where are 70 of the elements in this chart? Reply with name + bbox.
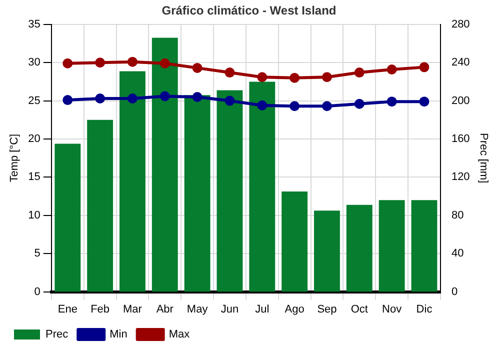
y2-tick-label: 160 <box>451 133 470 146</box>
point <box>160 58 170 68</box>
bar <box>249 82 276 292</box>
point <box>224 68 235 78</box>
x-tick-label: Oct <box>350 303 368 316</box>
y-tick-label: 25 <box>28 94 40 107</box>
point <box>224 96 235 106</box>
point <box>354 68 364 78</box>
y-tick-label: 30 <box>28 56 40 69</box>
point <box>257 72 268 82</box>
point <box>322 72 332 82</box>
x-tick-label: Jul <box>255 303 270 316</box>
y-tick-label: 15 <box>28 171 40 184</box>
bar <box>282 192 308 292</box>
bar <box>87 120 114 292</box>
point <box>192 92 202 102</box>
point <box>290 72 300 83</box>
y2-tick-label: 120 <box>451 171 470 184</box>
x-tick-label: Feb <box>90 303 110 316</box>
point <box>62 58 73 68</box>
point <box>62 95 73 106</box>
x-tick-label: May <box>186 303 208 316</box>
y-tick-label: 10 <box>28 209 40 222</box>
x-tick-label: Jun <box>220 303 239 316</box>
legend-label: Prec <box>46 328 69 341</box>
y-axis-title: Temp [°C] <box>8 134 21 182</box>
point <box>419 62 430 72</box>
point <box>386 64 397 74</box>
y2-tick-label: 40 <box>451 248 464 260</box>
y-tick-label: 0 <box>34 286 40 298</box>
bar <box>54 144 81 292</box>
y2-tick-label: 200 <box>451 94 470 107</box>
y-tick-label: 5 <box>34 248 40 260</box>
point <box>386 96 397 107</box>
bar <box>216 90 243 292</box>
legend-label: Max <box>168 328 190 341</box>
point <box>160 91 170 102</box>
bar <box>411 200 438 292</box>
y2-axis-title: Prec [mm] <box>477 133 490 184</box>
y2-tick-label: 80 <box>451 209 464 222</box>
x-tick-label: Sep <box>317 303 337 316</box>
x-tick-label: Abr <box>156 303 174 316</box>
y2-tick-label: 240 <box>451 56 470 69</box>
y2-tick-label: 0 <box>451 286 458 298</box>
y-tick-label: 20 <box>28 133 40 146</box>
point <box>127 56 138 67</box>
y-tick-label: 35 <box>28 18 40 30</box>
bar <box>152 38 178 292</box>
bar <box>184 95 210 292</box>
chart-title: Gráfico climático - West Island <box>162 4 336 18</box>
bar <box>120 71 146 292</box>
point <box>127 94 138 104</box>
point <box>322 101 332 112</box>
bar <box>314 210 340 292</box>
x-tick-label: Nov <box>382 303 402 316</box>
y2-tick-label: 280 <box>451 18 470 30</box>
bar <box>378 200 405 292</box>
point <box>354 98 364 109</box>
bar <box>346 204 372 292</box>
x-tick-label: Mar <box>123 303 142 316</box>
x-tick-label: Dic <box>416 303 433 316</box>
point <box>95 58 106 68</box>
point <box>290 101 300 112</box>
point <box>257 100 268 110</box>
point <box>192 62 202 73</box>
x-tick-label: Ago <box>284 303 304 316</box>
x-tick-label: Ene <box>58 303 78 316</box>
point <box>419 96 430 107</box>
legend-label: Min <box>110 328 128 341</box>
point <box>95 94 106 104</box>
